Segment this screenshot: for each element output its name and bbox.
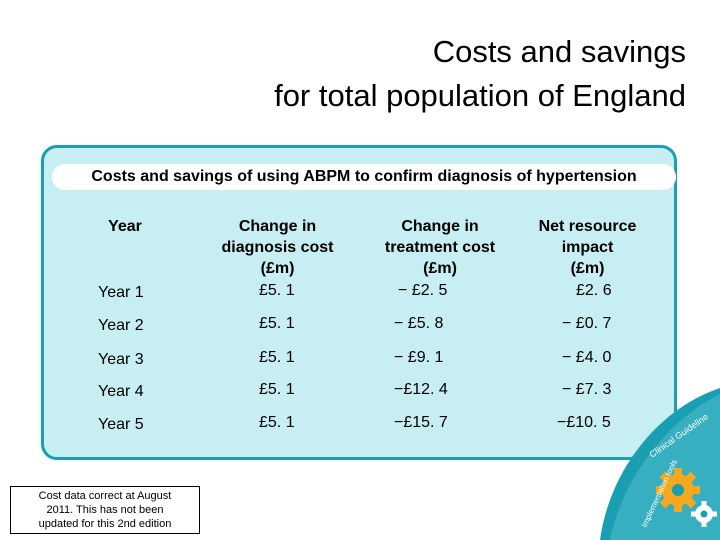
row-5-diagnosis: £5. 1 [259, 414, 295, 431]
row-3-treatment: − £9. 1 [394, 349, 444, 366]
row-1-year: Year 1 [98, 284, 144, 301]
cost-data-note: Cost data correct at August 2011. This h… [10, 486, 200, 534]
row-4-net: − £7. 3 [562, 381, 612, 398]
clinical-guideline-logo: Clinical Guideline Implementation tools [600, 388, 720, 540]
table-panel [41, 145, 677, 460]
row-3-year: Year 3 [98, 351, 144, 368]
row-1-diagnosis: £5. 1 [259, 282, 295, 299]
row-4-treatment: −£12. 4 [394, 381, 448, 398]
row-5-net: −£10. 5 [557, 414, 611, 431]
row-2-year: Year 2 [98, 317, 144, 334]
header-year: Year [108, 218, 142, 235]
header-diagnosis-cost: Change in diagnosis cost (£m) [221, 218, 334, 277]
row-2-diagnosis: £5. 1 [259, 315, 295, 332]
row-2-treatment: − £5. 8 [394, 315, 444, 332]
row-2-net: − £0. 7 [562, 315, 612, 332]
title-line-1: Costs and savings [432, 34, 686, 69]
header-treatment-cost: Change in treatment cost (£m) [384, 218, 496, 277]
title-line-2: for total population of England [274, 78, 686, 113]
slide-title: Costs and savings for total population o… [274, 30, 686, 118]
table-subtitle: Costs and savings of using ABPM to confi… [52, 164, 676, 190]
row-1-net: £2. 6 [576, 282, 612, 299]
row-5-year: Year 5 [98, 416, 144, 433]
row-4-diagnosis: £5. 1 [259, 381, 295, 398]
row-3-diagnosis: £5. 1 [259, 349, 295, 366]
row-3-net: − £4. 0 [562, 349, 612, 366]
row-4-year: Year 4 [98, 383, 144, 400]
row-5-treatment: −£15. 7 [394, 414, 448, 431]
gear-icon-small [691, 501, 717, 527]
header-net-resource-impact: Net resource impact (£m) [538, 218, 637, 277]
row-1-treatment: − £2. 5 [398, 282, 448, 299]
